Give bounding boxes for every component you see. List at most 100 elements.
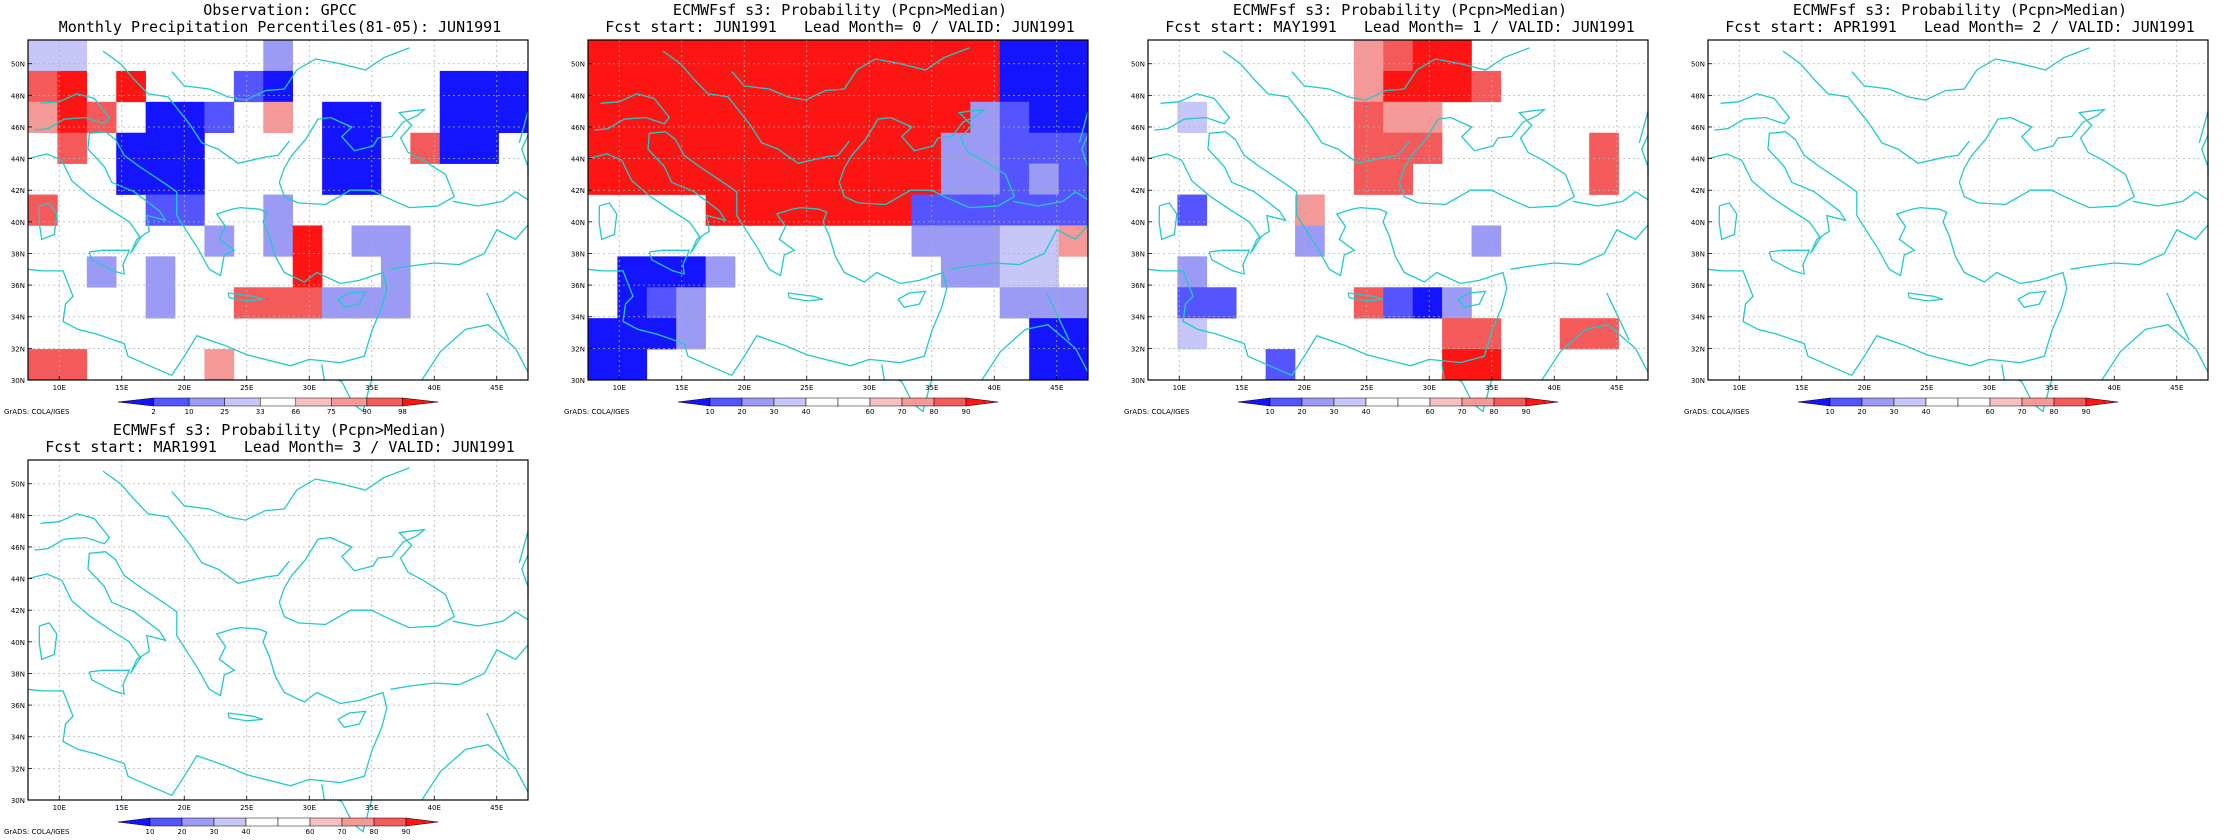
precip-cell (439, 70, 470, 103)
colorbar-arrow-high (2085, 397, 2119, 407)
precip-cell (735, 194, 765, 226)
precip-cell (1383, 287, 1413, 319)
precip-cell (793, 70, 824, 103)
precip-cell (263, 101, 293, 134)
latitude-tick-label: 32N (1691, 345, 1705, 353)
precip-cell (1058, 132, 1089, 164)
precip-cell (1353, 132, 1384, 164)
precip-cell (970, 40, 1001, 72)
precip-cell (204, 101, 235, 134)
precip-cell (764, 40, 795, 72)
panel-title-line1: ECMWFsf s3: Probability (Pcpn>Median) (1232, 1, 1568, 19)
colorbar-label: 90 (362, 408, 371, 416)
latitude-tick-label: 50N (571, 61, 585, 69)
coastlines (1147, 47, 1649, 413)
precip-cell (1412, 40, 1443, 72)
colorbar-label: 70 (338, 828, 347, 836)
precip-cell (735, 40, 765, 72)
longitude-tick-label: 40E (2108, 384, 2121, 392)
colorbar-arrow-high (405, 817, 439, 827)
panel-title-line2: Monthly Precipitation Percentiles(81-05)… (58, 18, 502, 36)
coastline (421, 323, 529, 381)
precip-cell (764, 132, 795, 164)
precip-cell (175, 101, 205, 134)
precip-cell (57, 132, 88, 164)
latitude-tick-label: 46N (11, 124, 25, 132)
precip-cell (999, 132, 1030, 164)
latitude-tick-label: 34N (1691, 314, 1705, 322)
longitude-labels: 10E 15E 20E 25E 30E 35E 40E 45E (1173, 376, 1623, 392)
precip-cell (1029, 163, 1059, 195)
colorbar-label: 60 (1986, 408, 1995, 416)
colorbar-arrow-low (117, 397, 154, 407)
precip-cell (469, 70, 499, 103)
precip-cell (588, 318, 618, 350)
precip-cell (617, 70, 648, 103)
latitude-tick-label: 34N (571, 314, 585, 322)
precip-cell (646, 132, 677, 164)
precip-cell (823, 132, 853, 164)
precip-cell (410, 132, 441, 164)
precip-cell (1412, 287, 1443, 319)
precip-cell (1353, 70, 1384, 103)
longitude-tick-label: 10E (613, 384, 626, 392)
longitude-tick-label: 40E (988, 384, 1001, 392)
precip-cell (705, 70, 736, 103)
precip-cell (911, 194, 942, 226)
coastline (1768, 249, 1811, 275)
precip-cell (882, 194, 912, 226)
latitude-tick-label: 32N (11, 765, 25, 773)
colorbar-label: 66 (291, 408, 300, 416)
colorbar-label: 10 (706, 408, 715, 416)
precip-cell (1029, 318, 1059, 350)
precip-cell (116, 163, 146, 195)
colorbar-segment (277, 817, 311, 827)
precip-cell (1029, 256, 1059, 288)
latitude-tick-label: 30N (11, 377, 25, 385)
plot-background (1708, 40, 2208, 380)
precip-cell (793, 194, 824, 226)
colorbar-label: 33 (256, 408, 265, 416)
precip-cell (676, 163, 706, 195)
precip-cell (970, 256, 1001, 288)
precip-cell (617, 40, 648, 72)
precip-cell (263, 225, 293, 257)
map-canvas: 30N 32N 34N 36N 38N 40N 42N 44N 46N 48N 50N 10E 15E 2… (571, 39, 1089, 416)
coastline (1782, 50, 1970, 164)
precip-cell (735, 101, 765, 134)
longitude-tick-label: 45E (1050, 384, 1063, 392)
map-panel-lead2: ECMWFsf s3: Probability (Pcpn>Median) Fc… (1680, 0, 2240, 420)
colorbar: 10 20 30 40 60 70 80 90 (117, 817, 439, 836)
precip-cell (1412, 101, 1443, 134)
colorbar-arrow-low (117, 817, 151, 827)
precip-cell (292, 225, 323, 257)
colorbar-segment (245, 817, 279, 827)
precip-cell (1471, 349, 1502, 381)
coastline (227, 292, 264, 302)
longitude-tick-label: 45E (490, 384, 503, 392)
latitude-tick-label: 46N (1131, 124, 1145, 132)
precip-cell (911, 101, 942, 134)
latitude-tick-label: 34N (11, 734, 25, 742)
coastline (587, 131, 948, 377)
precip-cell (999, 101, 1030, 134)
plot-frame (1707, 39, 2209, 381)
coastline (648, 249, 691, 275)
precip-cell (646, 287, 677, 319)
precip-cell (970, 163, 1001, 195)
precip-cell (439, 132, 470, 164)
precip-cell (1559, 318, 1590, 350)
panel-title-line1: Observation: GPCC (203, 1, 357, 19)
precip-cell (617, 318, 648, 350)
precip-cell (911, 70, 942, 103)
colorbar-segment (331, 397, 368, 407)
precip-cell (1471, 225, 1502, 257)
colorbar-segment (1893, 397, 1927, 407)
precip-cell (970, 132, 1001, 164)
precip-cell (145, 163, 176, 195)
latitude-tick-label: 48N (1691, 92, 1705, 100)
colorbar-segment (1429, 397, 1463, 407)
coastline (1158, 202, 1178, 241)
colorbar-label: 20 (738, 408, 747, 416)
precip-cell (263, 70, 293, 103)
